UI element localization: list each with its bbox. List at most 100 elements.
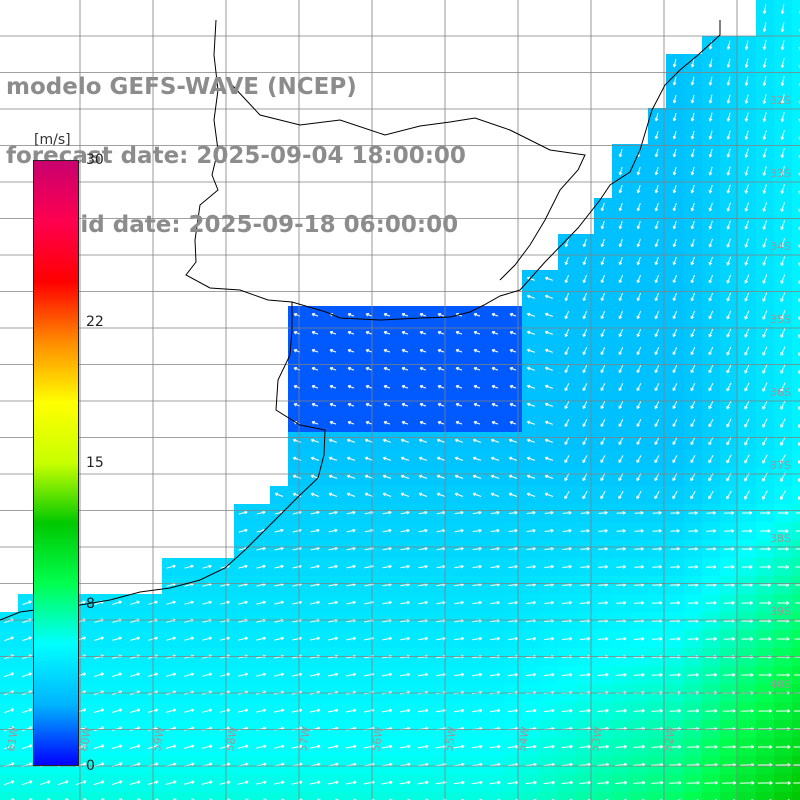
wind-vector xyxy=(636,473,642,482)
wind-vector xyxy=(562,564,572,569)
wind-vector xyxy=(526,600,536,605)
wind-vector xyxy=(184,636,195,641)
wind-vector xyxy=(489,744,501,749)
wind-vector xyxy=(600,473,606,482)
wind-vector xyxy=(651,636,663,641)
wind-vector xyxy=(579,780,592,785)
wind-vector xyxy=(544,348,553,353)
wind-vector xyxy=(255,780,267,785)
wind-vector xyxy=(472,672,483,677)
wind-vector xyxy=(726,346,732,356)
wind-vector xyxy=(793,746,800,748)
wind-vector xyxy=(672,220,677,230)
wind-vector xyxy=(310,636,321,641)
latitude-label: 37S xyxy=(770,459,791,472)
wind-vector xyxy=(94,636,104,641)
wind-vector xyxy=(759,547,771,551)
wind-vector xyxy=(129,780,141,785)
wind-vector xyxy=(652,528,662,533)
wind-vector xyxy=(582,239,587,248)
wind-vector xyxy=(166,672,177,677)
wind-vector xyxy=(401,403,409,407)
wind-vector xyxy=(491,349,499,353)
wind-cell xyxy=(486,792,504,800)
wind-vector xyxy=(690,310,696,320)
wind-vector xyxy=(762,490,768,500)
wind-vector xyxy=(690,274,695,284)
wind-vector xyxy=(382,510,392,515)
wind-vector xyxy=(544,276,553,281)
wind-vector xyxy=(346,636,357,641)
wind-vector xyxy=(365,349,373,353)
wind-vector xyxy=(636,383,642,392)
wind-vector xyxy=(636,401,642,410)
wind-vector xyxy=(39,780,51,786)
wind-vector xyxy=(618,383,624,392)
wind-vector xyxy=(472,474,482,479)
wind-vector xyxy=(437,313,445,317)
wind-vector xyxy=(292,672,303,677)
wind-vector xyxy=(507,672,519,677)
wind-vector xyxy=(762,436,768,446)
wind-vector xyxy=(399,780,411,785)
wind-vector xyxy=(636,202,641,212)
wind-vector xyxy=(491,385,499,389)
wind-vector xyxy=(129,708,141,713)
latitude-label: 39S xyxy=(770,605,791,618)
wind-cell xyxy=(270,792,288,800)
wind-vector xyxy=(328,636,339,641)
wind-vector xyxy=(708,220,713,230)
wind-vector xyxy=(454,492,464,497)
wind-vector xyxy=(220,636,231,641)
wind-vector xyxy=(652,546,662,551)
wind-vector xyxy=(509,313,517,317)
wind-vector xyxy=(219,744,231,749)
wind-vector xyxy=(418,456,428,461)
wind-vector xyxy=(526,402,535,407)
wind-vector xyxy=(762,454,768,464)
longitude-label: 61W xyxy=(4,726,21,753)
wind-vector xyxy=(780,274,786,284)
wind-vector xyxy=(600,293,605,302)
wind-vector xyxy=(579,672,591,677)
wind-vector xyxy=(291,744,303,749)
wind-vector xyxy=(600,347,606,356)
wind-vector xyxy=(75,780,87,786)
wind-vector xyxy=(794,620,800,622)
wind-vector xyxy=(744,346,750,356)
wind-vector xyxy=(636,329,642,338)
wind-vector xyxy=(309,708,321,713)
wind-vector xyxy=(418,672,429,677)
wind-vector xyxy=(400,546,410,551)
wind-vector xyxy=(690,130,695,140)
wind-vector xyxy=(347,421,355,425)
wind-vector xyxy=(600,220,605,230)
wind-vector xyxy=(328,438,337,443)
wind-vector xyxy=(708,166,713,176)
wind-vector xyxy=(618,239,623,248)
wind-cell xyxy=(180,792,198,800)
wind-cell xyxy=(540,792,558,800)
wind-vector xyxy=(744,202,749,212)
wind-vector xyxy=(490,474,500,479)
wind-vector xyxy=(708,76,713,86)
wind-vector xyxy=(508,600,518,605)
wind-vector xyxy=(744,238,749,248)
wind-vector xyxy=(418,438,427,443)
wind-vector xyxy=(708,274,714,284)
wind-vector xyxy=(615,780,628,785)
wind-vector xyxy=(654,473,660,482)
wind-vector xyxy=(382,546,392,551)
wind-vector xyxy=(473,385,481,389)
wind-cell xyxy=(792,72,800,90)
wind-vector xyxy=(740,745,755,749)
wind-vector xyxy=(328,474,338,479)
wind-vector xyxy=(726,364,732,374)
wind-vector xyxy=(723,565,735,569)
wind-vector xyxy=(582,347,588,356)
wind-vector xyxy=(618,473,624,482)
wind-cell xyxy=(792,342,800,360)
wind-vector xyxy=(708,328,714,338)
wind-vector xyxy=(600,383,606,392)
